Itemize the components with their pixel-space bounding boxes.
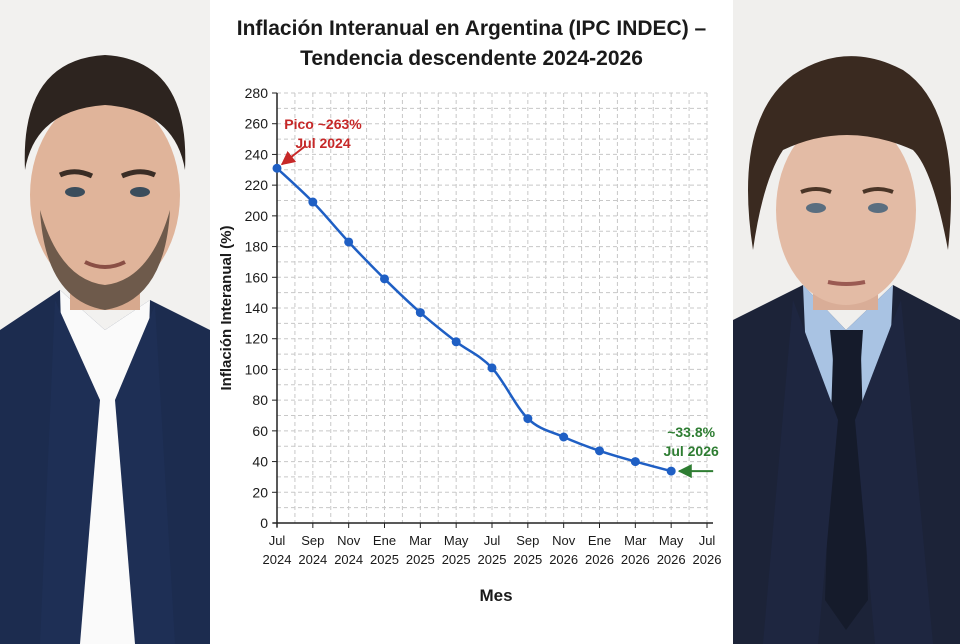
x-tick-label-month: Sep: [301, 533, 324, 548]
y-tick-label: 40: [252, 454, 268, 470]
left-portrait-photo: [0, 0, 210, 644]
y-tick-label: 80: [252, 392, 268, 408]
x-tick-label-year: 2024: [334, 552, 363, 567]
right-portrait-photo: [733, 0, 960, 644]
y-axis-label: Inflación Interanual (%): [218, 225, 235, 390]
data-point: [487, 363, 497, 373]
y-tick-label: 60: [252, 423, 268, 439]
y-tick-label: 220: [245, 177, 269, 193]
data-point: [415, 308, 425, 318]
annotation-latest-value: ~33.8%: [667, 424, 715, 440]
x-axis-label: Mes: [479, 586, 512, 605]
annotation-latest-date: Jul 2026: [664, 443, 719, 459]
data-point: [451, 337, 461, 347]
x-tick-label-month: May: [659, 533, 684, 548]
data-point: [559, 432, 569, 442]
x-tick-label-month: Jul: [699, 533, 716, 548]
y-tick-label: 160: [245, 269, 269, 285]
y-tick-label: 100: [245, 361, 269, 377]
x-tick-label-month: Jul: [269, 533, 286, 548]
x-tick-label-year: 2025: [370, 552, 399, 567]
chart-title-line1: Inflación Interanual en Argentina (IPC I…: [236, 17, 707, 40]
y-tick-label: 260: [245, 116, 269, 132]
x-tick-label-month: Nov: [337, 533, 361, 548]
y-tick-label: 20: [252, 484, 268, 500]
x-tick-label-year: 2026: [693, 552, 722, 567]
x-tick-label-month: Mar: [624, 533, 647, 548]
data-point: [595, 446, 604, 456]
data-point: [272, 163, 282, 173]
x-tick-label-year: 2025: [442, 552, 471, 567]
x-tick-label-month: Ene: [588, 533, 611, 548]
inflation-line-chart: 0 20 40 60 80 100 120 140 160 180 200 220 240 260 280 J…: [218, 85, 722, 605]
y-tick-label: 280: [245, 85, 269, 101]
chart-title-line2: Tendencia descendente 2024-2026: [300, 47, 643, 70]
annotation-peak-date: Jul 2024: [295, 135, 350, 151]
x-tick-label-year: 2026: [657, 552, 686, 567]
chart-panel: Inflación Interanual en Argentina (IPC I…: [210, 0, 733, 644]
x-tick-label-year: 2025: [406, 552, 435, 567]
y-tick-label: 140: [245, 300, 269, 316]
data-point: [344, 237, 354, 247]
y-tick-label: 240: [245, 146, 269, 162]
x-tick-label-month: Mar: [409, 533, 432, 548]
data-point: [666, 466, 676, 476]
y-tick-label: 0: [260, 515, 268, 531]
x-tick-label-year: 2024: [298, 552, 327, 567]
y-tick-label: 120: [245, 331, 269, 347]
x-tick-label-month: Sep: [516, 533, 539, 548]
x-tick-label-year: 2024: [263, 552, 292, 567]
data-point: [308, 197, 318, 207]
x-tick-label-year: 2025: [478, 552, 507, 567]
x-tick-label-month: Ene: [373, 533, 396, 548]
annotation-peak-value: Pico ~263%: [284, 116, 362, 132]
y-tick-label: 200: [245, 208, 269, 224]
x-tick-label-year: 2026: [549, 552, 578, 567]
x-tick-label-year: 2026: [621, 552, 650, 567]
data-point: [523, 414, 533, 424]
x-tick-label-month: Nov: [552, 533, 576, 548]
x-tick-label-year: 2026: [585, 552, 614, 567]
data-point: [630, 457, 640, 467]
y-tick-label: 180: [245, 239, 269, 255]
data-point: [380, 274, 389, 284]
x-tick-label-year: 2025: [513, 552, 542, 567]
annotation-peak-arrow: [280, 145, 306, 166]
x-tick-label-month: May: [444, 533, 469, 548]
x-tick-label-month: Jul: [484, 533, 501, 548]
